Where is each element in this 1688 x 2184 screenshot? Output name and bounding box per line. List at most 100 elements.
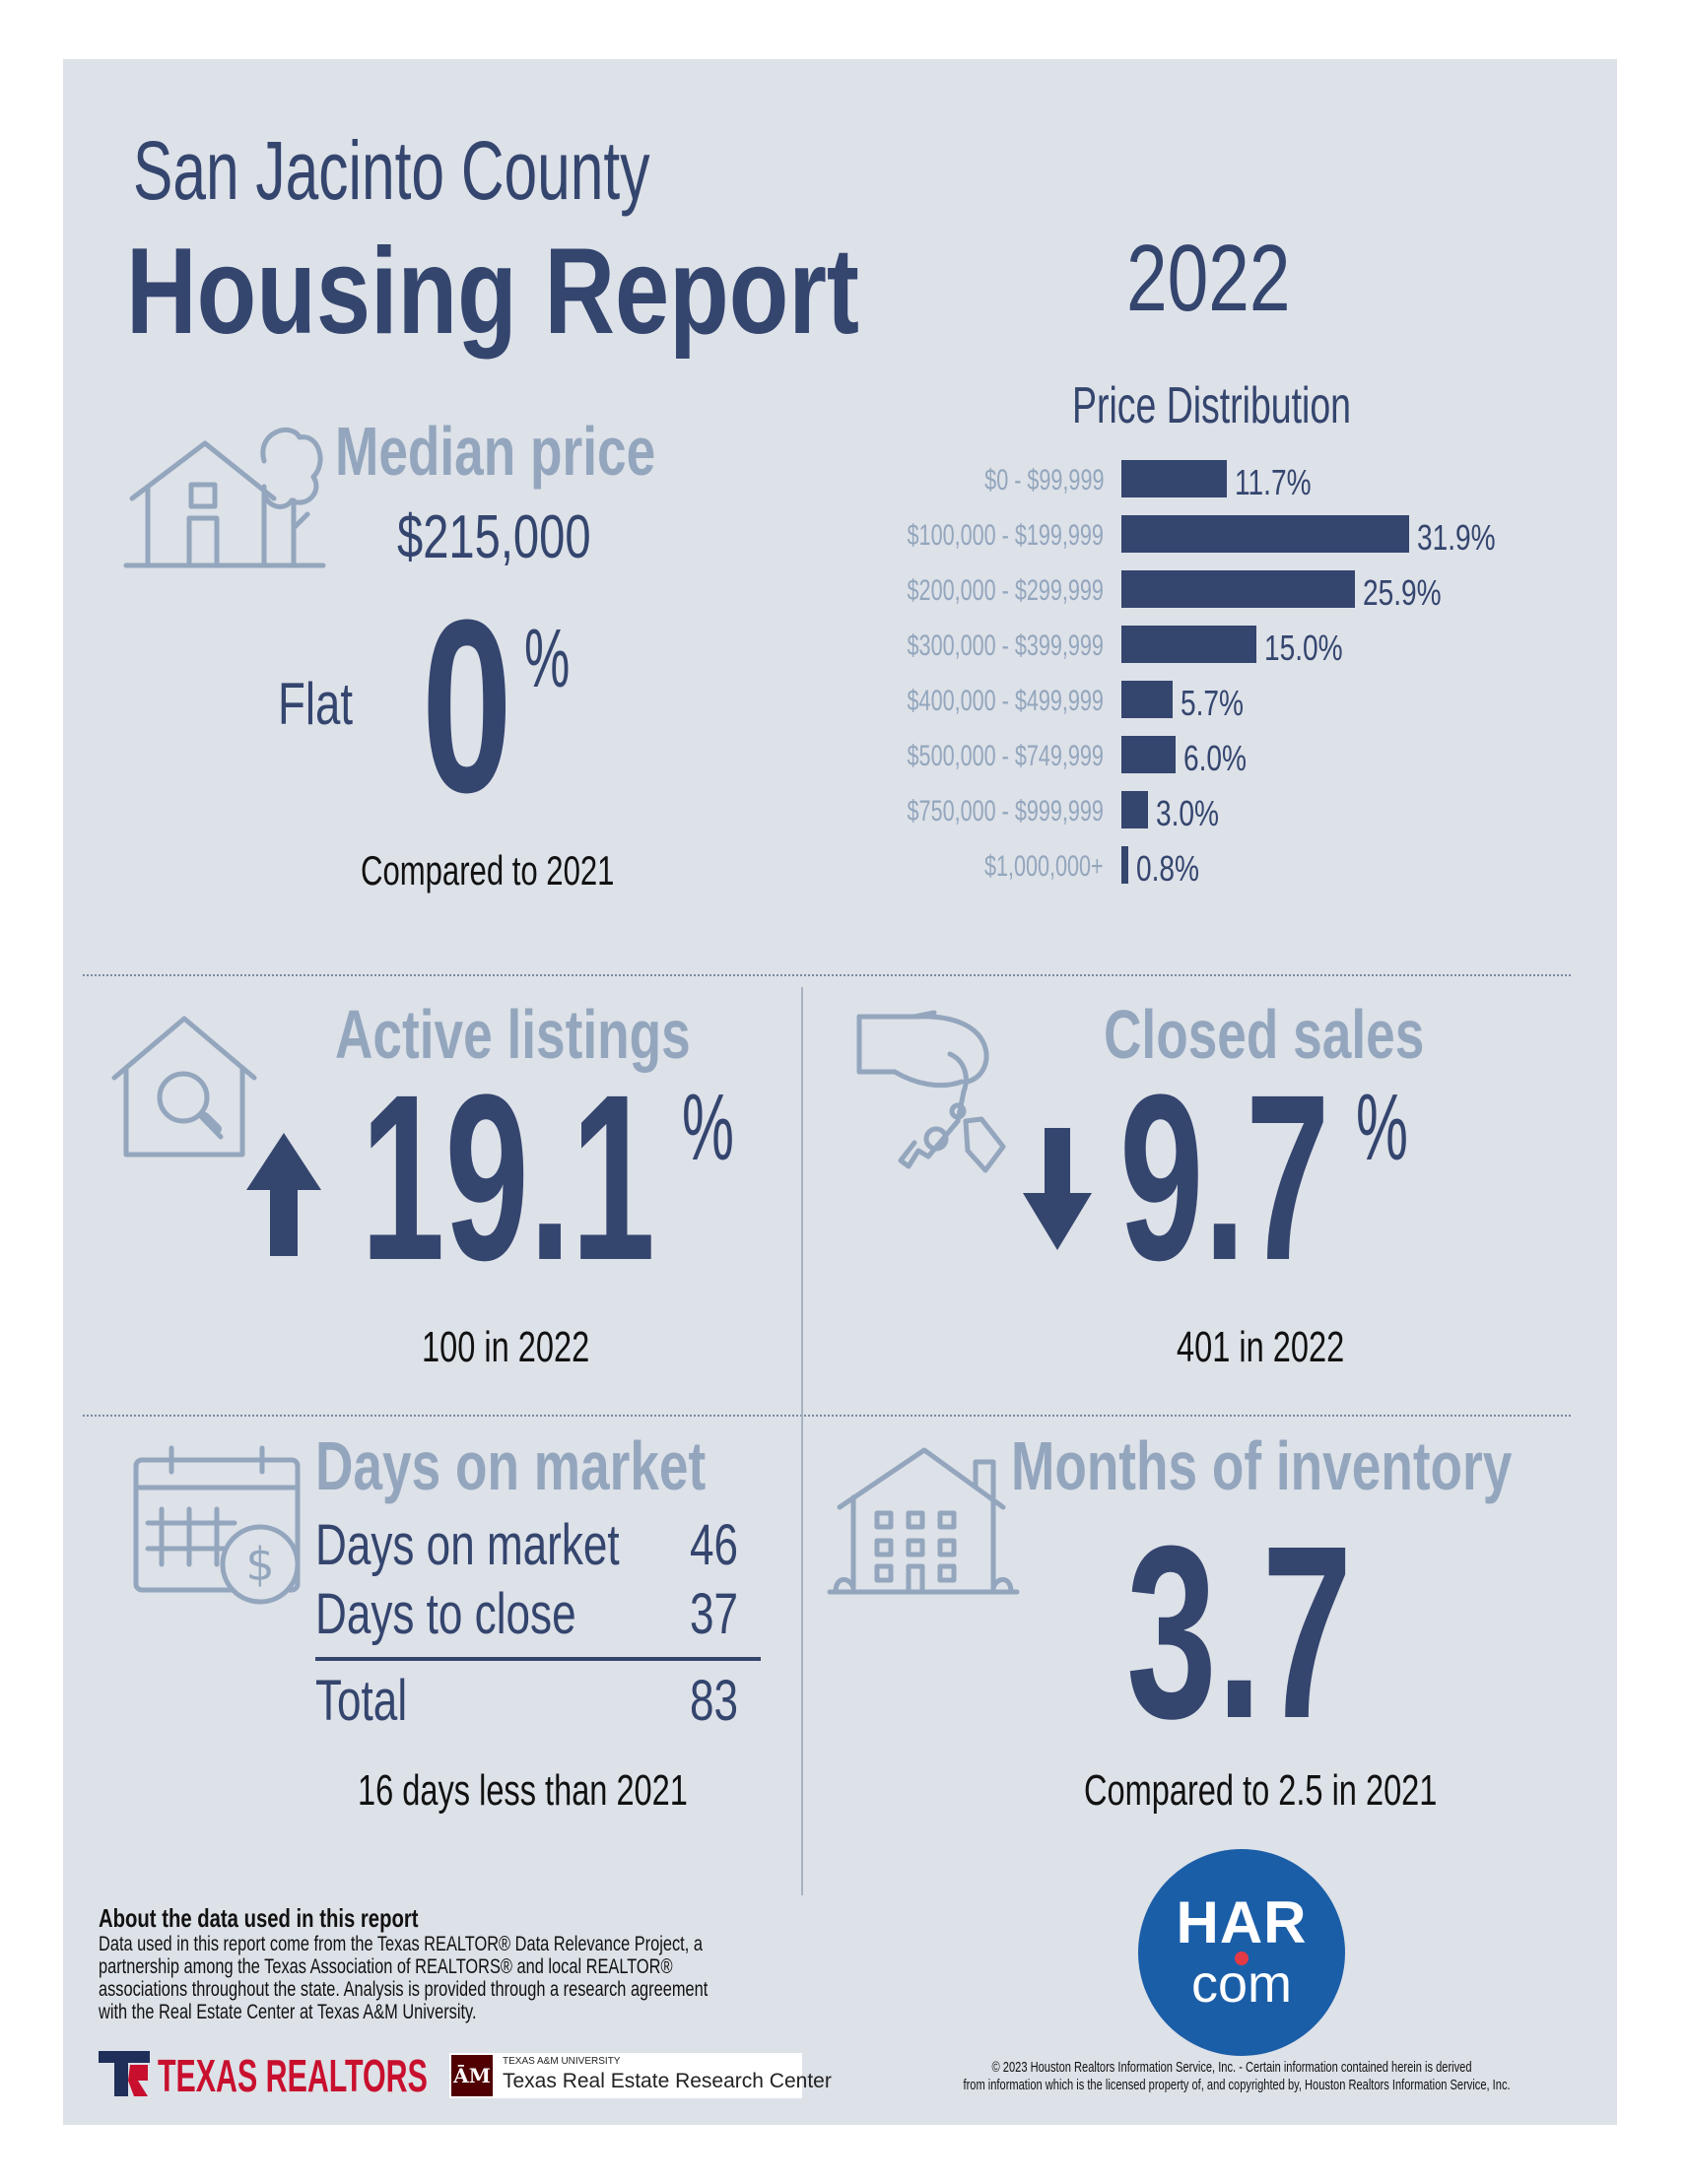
median-change-number: 0 (422, 583, 559, 829)
price-bar-label: $0 - $99,999 (983, 464, 1104, 496)
tamu-name: Texas Real Estate Research Center (503, 2070, 832, 2092)
about-line-1: Data used in this report come from the T… (99, 1933, 703, 1955)
dom-total-value: 83 (690, 1668, 754, 1734)
arrow-down-icon (1023, 1128, 1092, 1250)
report-panel (63, 59, 1617, 2125)
price-bar (1121, 570, 1355, 608)
tamu-mark: ĀM (451, 2055, 493, 2096)
divider-middle (83, 1415, 1571, 1417)
har-logo[interactable]: HAR com (1138, 1849, 1345, 2056)
closed-sales-change: 9.7 (1119, 1059, 1449, 1295)
price-bar-value: 25.9% (1362, 572, 1442, 613)
closed-sales-title-text: Closed sales (1104, 996, 1425, 1073)
price-bar (1121, 626, 1257, 663)
price-bar-label: $300,000 - $399,999 (907, 629, 1104, 662)
price-bar-value: 15.0% (1264, 628, 1343, 668)
price-distribution-title-text: Price Distribution (1072, 377, 1351, 434)
price-bar-label: $500,000 - $749,999 (907, 740, 1104, 772)
price-bar-value: 11.7% (1234, 462, 1312, 502)
about-body: Data used in this report come from the T… (99, 1933, 880, 2023)
county-name-text: San Jacinto County (133, 124, 650, 217)
median-comparison-text: Compared to 2021 (361, 847, 615, 893)
price-bar (1121, 791, 1149, 828)
dom-total-label: Total (315, 1668, 437, 1734)
price-bar-value: 5.7% (1181, 683, 1245, 723)
tamu-logo[interactable]: ĀM TEXAS A&M UNIVERSITY Texas Real Estat… (449, 2053, 832, 2098)
house-search-icon (111, 1016, 257, 1158)
dom-row-1-label-text: Days on market (315, 1513, 620, 1577)
active-listings-caption: 100 in 2022 (422, 1323, 648, 1372)
median-price-value-text: $215,000 (397, 503, 591, 571)
texas-realtors-logo-mark (99, 2051, 150, 2096)
dom-row-1-value-text: 46 (690, 1513, 739, 1577)
days-on-market-title: Days on market (315, 1426, 829, 1505)
median-trend-label-text: Flat (278, 671, 354, 737)
price-bar-label: $750,000 - $999,999 (907, 795, 1104, 827)
price-bar-row: $300,000 - $399,999 15.0% (749, 626, 1537, 668)
dom-row-2-value: 37 (690, 1581, 754, 1647)
divider-vertical (801, 987, 803, 1895)
median-change-number-text: 0 (422, 568, 512, 843)
days-on-market-title-text: Days on market (315, 1427, 707, 1504)
months-inventory-title-text: Months of inventory (1011, 1427, 1513, 1504)
price-bar-row: $200,000 - $299,999 25.9% (749, 570, 1537, 613)
about-title: About the data used in this report (99, 1903, 508, 1934)
active-listings-title: Active listings (335, 995, 803, 1074)
divider-top (83, 974, 1571, 976)
price-bar-row: $1,000,000+ 0.8% (749, 846, 1537, 889)
months-inventory-caption-text: Compared to 2.5 in 2021 (1084, 1766, 1438, 1815)
svg-text:$: $ (245, 1538, 274, 1591)
report-title-text: Housing Report (126, 224, 859, 360)
price-distribution-chart: $0 - $99,999 11.7% $100,000 - $199,999 31.9… (749, 460, 1537, 893)
months-inventory-title: Months of inventory (1011, 1426, 1670, 1505)
county-name: San Jacinto County (133, 123, 850, 219)
active-listings-change: 19.1 (361, 1059, 821, 1295)
calendar-dollar-icon: $ (133, 1445, 301, 1605)
median-percent-sign-text: % (524, 612, 571, 704)
copyright: © 2023 Houston Realtors Information Serv… (867, 2059, 1596, 2094)
price-bar-value: 6.0% (1182, 738, 1247, 778)
dom-row-2-value-text: 37 (690, 1582, 739, 1646)
closed-sales-change-text: 9.7 (1119, 1045, 1330, 1309)
closed-sales-title: Closed sales (1104, 995, 1525, 1074)
texas-realtors-text: TEXAS REALTORS (158, 2050, 428, 2101)
active-listings-caption-text: 100 in 2022 (422, 1323, 590, 1371)
about-line-3: associations throughout the state. Analy… (99, 1978, 709, 2001)
copyright-line-2: from information which is the licensed p… (963, 2077, 1511, 2093)
median-price-title-text: Median price (335, 413, 656, 490)
closed-sales-caption-text: 401 in 2022 (1177, 1323, 1345, 1371)
about-line-4: with the Real Estate Center at Texas A&M… (99, 2001, 477, 2023)
price-bar-value: 0.8% (1136, 848, 1200, 889)
apartment-building-icon (827, 1447, 1020, 1595)
arrow-up-icon (246, 1133, 321, 1256)
dom-caption: 16 days less than 2021 (358, 1766, 804, 1816)
median-price-value: $215,000 (397, 502, 652, 572)
price-bar (1121, 846, 1129, 884)
tamu-small-text: TEXAS A&M UNIVERSITY (503, 2056, 621, 2067)
dom-row-2-label-text: Days to close (315, 1582, 576, 1646)
median-trend-label: Flat (278, 670, 376, 738)
dom-caption-text: 16 days less than 2021 (358, 1766, 688, 1815)
active-listings-change-text: 19.1 (361, 1045, 655, 1309)
price-bar-value: 31.9% (1416, 517, 1496, 558)
price-bar-row: $400,000 - $499,999 5.7% (749, 681, 1537, 723)
dom-row-1-value: 46 (690, 1512, 754, 1578)
months-inventory-value-text: 3.7 (1126, 1494, 1353, 1769)
dom-row-2-label: Days to close (315, 1581, 658, 1647)
active-listings-percent: % (682, 1074, 766, 1182)
median-price-title: Median price (335, 412, 757, 491)
dom-total-rule (315, 1657, 761, 1661)
texas-realtors-logo[interactable]: TEXAS REALTORS (158, 2049, 567, 2102)
price-bar-row: $500,000 - $749,999 6.0% (749, 736, 1537, 778)
har-logo-top: HAR (1176, 1889, 1308, 1955)
active-listings-title-text: Active listings (335, 996, 691, 1073)
hand-key-icon (856, 1010, 1006, 1173)
price-bar-label: $400,000 - $499,999 (907, 685, 1104, 717)
median-percent-sign: % (524, 611, 598, 706)
active-listings-percent-text: % (682, 1075, 734, 1180)
price-bar-row: $100,000 - $199,999 31.9% (749, 515, 1537, 558)
house-tree-icon (123, 427, 326, 568)
price-bar-label: $200,000 - $299,999 (907, 574, 1104, 607)
price-distribution-title: Price Distribution (1072, 376, 1459, 435)
report-year-text: 2022 (1126, 226, 1291, 331)
